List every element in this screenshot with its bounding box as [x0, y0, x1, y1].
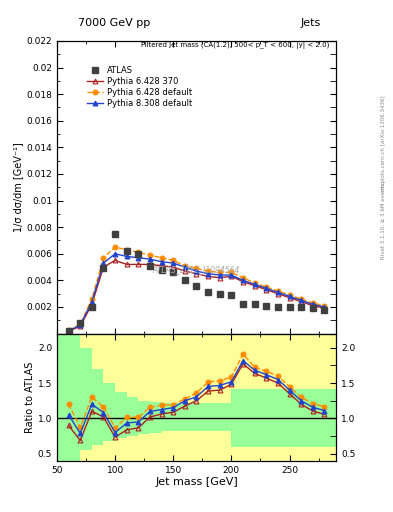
- Text: Rivet 3.1.10, ≥ 3.6M events: Rivet 3.1.10, ≥ 3.6M events: [381, 182, 386, 259]
- Y-axis label: Ratio to ATLAS: Ratio to ATLAS: [25, 361, 35, 433]
- Y-axis label: 1/σ dσ/dm [GeV⁻¹]: 1/σ dσ/dm [GeV⁻¹]: [13, 142, 24, 232]
- X-axis label: Jet mass [GeV]: Jet mass [GeV]: [155, 477, 238, 487]
- Text: mcplots.cern.ch [arXiv:1306.3436]: mcplots.cern.ch [arXiv:1306.3436]: [381, 96, 386, 191]
- Text: 7000 GeV pp: 7000 GeV pp: [78, 18, 150, 28]
- Text: Filtered jet mass (CA(1.2), 500< p_T < 600, |y| < 2.0): Filtered jet mass (CA(1.2), 500< p_T < 6…: [141, 42, 329, 50]
- Legend: ATLAS, Pythia 6.428 370, Pythia 6.428 default, Pythia 8.308 default: ATLAS, Pythia 6.428 370, Pythia 6.428 de…: [83, 62, 195, 112]
- Text: Jets: Jets: [300, 18, 321, 28]
- Text: ATLAS_2012_I1094564: ATLAS_2012_I1094564: [153, 265, 240, 274]
